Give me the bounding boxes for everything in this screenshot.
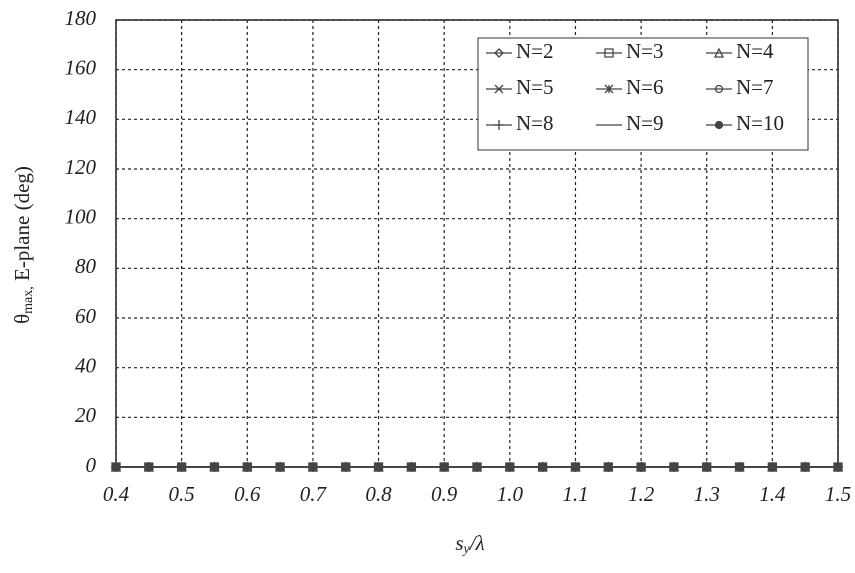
marker xyxy=(440,462,449,472)
x-tick-label: 0.9 xyxy=(431,482,458,506)
legend-label: N=2 xyxy=(516,39,554,63)
y-label-rest: E-plane (deg) xyxy=(10,166,34,286)
marker xyxy=(604,48,614,58)
y-tick-label: 40 xyxy=(75,353,97,377)
marker xyxy=(505,462,514,472)
marker xyxy=(713,47,725,58)
legend-label: N=3 xyxy=(626,39,664,63)
legend-label: N=9 xyxy=(626,111,664,135)
marker xyxy=(210,462,219,472)
marker xyxy=(714,120,724,130)
legend-label: N=8 xyxy=(516,111,554,135)
x-label-symbol: s xyxy=(455,531,463,555)
marker xyxy=(275,462,285,472)
y-tick-label: 20 xyxy=(75,403,97,427)
marker xyxy=(341,462,350,472)
y-label-subscript: max, xyxy=(21,286,36,314)
marker xyxy=(111,462,121,472)
x-tick-label: 1.3 xyxy=(694,482,720,506)
marker xyxy=(472,462,482,472)
marker xyxy=(571,462,580,472)
marker xyxy=(604,84,614,94)
marker xyxy=(177,462,186,472)
x-label-rest: /λ xyxy=(469,531,485,555)
x-tick-label: 1.1 xyxy=(562,482,588,506)
x-tick-label: 1.2 xyxy=(628,482,655,506)
marker xyxy=(735,462,744,472)
x-label-subscript: y xyxy=(462,542,471,557)
y-label-symbol: θ xyxy=(10,314,34,324)
x-tick-label: 0.7 xyxy=(300,482,328,506)
legend-box xyxy=(477,37,809,151)
x-tick-label: 1.4 xyxy=(759,482,786,506)
y-tick-label: 60 xyxy=(75,304,97,328)
marker xyxy=(833,462,843,472)
legend-label: N=7 xyxy=(736,75,774,99)
marker xyxy=(308,462,318,472)
marker xyxy=(538,462,547,472)
marker xyxy=(604,462,613,472)
marker xyxy=(494,84,504,94)
x-tick-label: 1.5 xyxy=(825,482,851,506)
y-tick-label: 0 xyxy=(86,453,97,477)
x-axis-label: sy/λ xyxy=(455,531,484,557)
y-tick-label: 180 xyxy=(65,6,97,30)
legend-label: N=10 xyxy=(736,111,784,135)
marker xyxy=(407,462,416,472)
marker xyxy=(494,48,504,58)
x-tick-label: 0.6 xyxy=(234,482,261,506)
legend-label: N=4 xyxy=(736,39,774,63)
x-tick-label: 0.5 xyxy=(169,482,195,506)
marker xyxy=(144,462,153,472)
x-tick-label: 0.8 xyxy=(365,482,392,506)
marker xyxy=(768,462,777,472)
marker xyxy=(636,462,646,472)
marker xyxy=(669,462,679,472)
y-tick-label: 100 xyxy=(65,204,97,228)
marker xyxy=(494,120,504,130)
y-tick-label: 80 xyxy=(75,254,97,278)
y-tick-label: 120 xyxy=(65,155,97,179)
x-tick-label: 1.0 xyxy=(497,482,524,506)
y-tick-label: 160 xyxy=(65,55,97,79)
marker xyxy=(702,462,711,472)
legend-label: N=5 xyxy=(516,75,554,99)
y-axis-label: θmax, E-plane (deg) xyxy=(10,166,36,324)
legend-label: N=6 xyxy=(626,75,664,99)
marker xyxy=(714,84,724,94)
y-tick-label: 140 xyxy=(65,105,97,129)
marker xyxy=(374,462,383,472)
marker xyxy=(243,462,252,472)
x-tick-label: 0.4 xyxy=(103,482,130,506)
marker xyxy=(801,462,810,472)
